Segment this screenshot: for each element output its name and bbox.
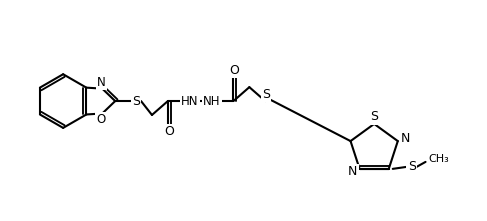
Text: S: S [408, 160, 415, 173]
Text: N: N [97, 76, 106, 89]
Text: NH: NH [203, 95, 220, 108]
Text: N: N [401, 131, 411, 145]
Text: CH₃: CH₃ [429, 154, 450, 164]
Text: HN: HN [181, 95, 199, 108]
Text: O: O [229, 64, 240, 77]
Text: S: S [132, 95, 140, 108]
Text: O: O [96, 113, 106, 126]
Text: S: S [370, 110, 378, 124]
Text: N: N [348, 165, 357, 178]
Text: S: S [262, 88, 270, 101]
Text: O: O [164, 125, 174, 138]
